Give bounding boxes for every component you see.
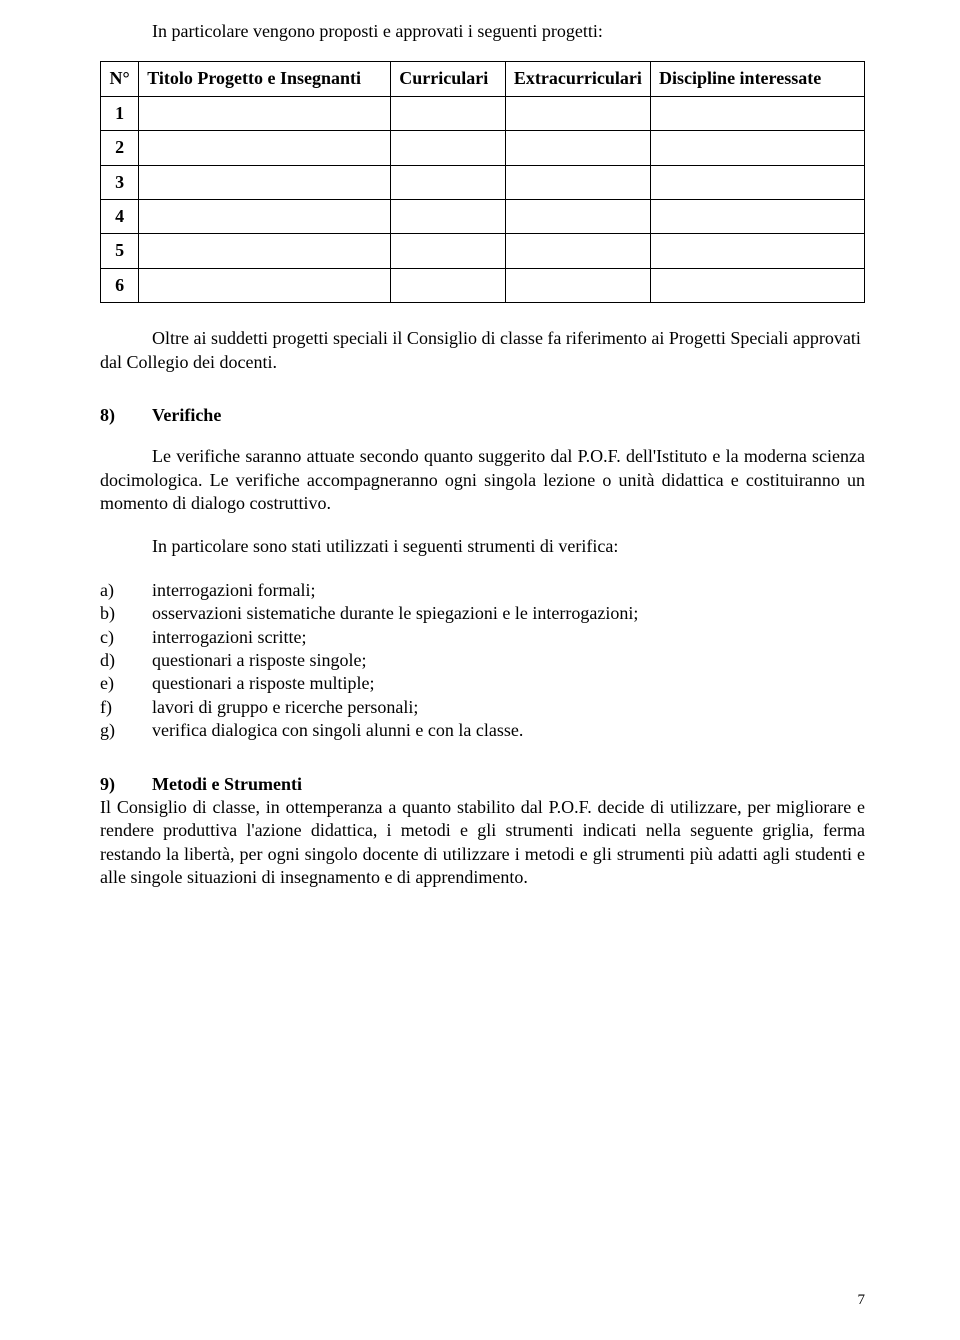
table-header-row: N° Titolo Progetto e Insegnanti Curricul… — [101, 62, 865, 96]
item-letter: e) — [100, 672, 152, 695]
cell — [391, 131, 506, 165]
cell — [391, 268, 506, 302]
cell — [505, 165, 650, 199]
col-header-curriculari: Curriculari — [391, 62, 506, 96]
col-header-n: N° — [101, 62, 139, 96]
verification-list: a)interrogazioni formali; b)osservazioni… — [100, 579, 865, 743]
cell — [391, 96, 506, 130]
item-text: osservazioni sistematiche durante le spi… — [152, 602, 638, 625]
row-num: 4 — [101, 199, 139, 233]
cell — [651, 234, 865, 268]
row-num: 3 — [101, 165, 139, 199]
cell — [139, 96, 391, 130]
item-letter: a) — [100, 579, 152, 602]
cell — [139, 234, 391, 268]
section-8-title: Verifiche — [152, 405, 221, 425]
list-item: c)interrogazioni scritte; — [100, 626, 865, 649]
projects-table: N° Titolo Progetto e Insegnanti Curricul… — [100, 61, 865, 303]
item-text: verifica dialogica con singoli alunni e … — [152, 719, 523, 742]
table-row: 1 — [101, 96, 865, 130]
list-item: g)verifica dialogica con singoli alunni … — [100, 719, 865, 742]
item-text: lavori di gruppo e ricerche personali; — [152, 696, 418, 719]
table-row: 4 — [101, 199, 865, 233]
cell — [139, 131, 391, 165]
paragraph-suddetti: Oltre ai suddetti progetti speciali il C… — [100, 327, 865, 374]
item-letter: b) — [100, 602, 152, 625]
section-8-list-intro: In particolare sono stati utilizzati i s… — [100, 535, 865, 558]
section-8-num: 8) — [100, 404, 152, 427]
cell — [505, 234, 650, 268]
section-9-body: Il Consiglio di classe, in ottemperanza … — [100, 796, 865, 890]
cell — [139, 268, 391, 302]
section-9-num: 9) — [100, 773, 152, 796]
row-num: 5 — [101, 234, 139, 268]
list-item: b)osservazioni sistematiche durante le s… — [100, 602, 865, 625]
col-header-discipline: Discipline interessate — [651, 62, 865, 96]
section-8-body: Le verifiche saranno attuate secondo qua… — [100, 445, 865, 515]
item-text: questionari a risposte singole; — [152, 649, 366, 672]
item-text: questionari a risposte multiple; — [152, 672, 374, 695]
section-9: 9)Metodi e Strumenti Il Consiglio di cla… — [100, 773, 865, 890]
item-letter: c) — [100, 626, 152, 649]
cell — [505, 199, 650, 233]
col-header-titolo: Titolo Progetto e Insegnanti — [139, 62, 391, 96]
cell — [505, 131, 650, 165]
item-letter: f) — [100, 696, 152, 719]
table-row: 3 — [101, 165, 865, 199]
cell — [505, 96, 650, 130]
cell — [651, 96, 865, 130]
cell — [651, 268, 865, 302]
list-item: a)interrogazioni formali; — [100, 579, 865, 602]
row-num: 1 — [101, 96, 139, 130]
col-header-extracurriculari: Extracurriculari — [505, 62, 650, 96]
list-item: d)questionari a risposte singole; — [100, 649, 865, 672]
list-item: e)questionari a risposte multiple; — [100, 672, 865, 695]
cell — [505, 268, 650, 302]
intro-paragraph: In particolare vengono proposti e approv… — [100, 20, 865, 43]
cell — [651, 165, 865, 199]
cell — [651, 199, 865, 233]
item-text: interrogazioni formali; — [152, 579, 315, 602]
table-row: 2 — [101, 131, 865, 165]
list-item: f)lavori di gruppo e ricerche personali; — [100, 696, 865, 719]
section-9-heading: 9)Metodi e Strumenti — [100, 773, 865, 796]
cell — [391, 199, 506, 233]
table-row: 6 — [101, 268, 865, 302]
cell — [139, 199, 391, 233]
table-row: 5 — [101, 234, 865, 268]
page-number: 7 — [858, 1291, 866, 1311]
cell — [139, 165, 391, 199]
item-letter: d) — [100, 649, 152, 672]
item-text: interrogazioni scritte; — [152, 626, 306, 649]
section-9-title-text: Metodi e Strumenti — [152, 774, 302, 794]
row-num: 2 — [101, 131, 139, 165]
section-8-heading: 8)Verifiche — [100, 404, 865, 427]
cell — [391, 165, 506, 199]
item-letter: g) — [100, 719, 152, 742]
row-num: 6 — [101, 268, 139, 302]
cell — [391, 234, 506, 268]
cell — [651, 131, 865, 165]
